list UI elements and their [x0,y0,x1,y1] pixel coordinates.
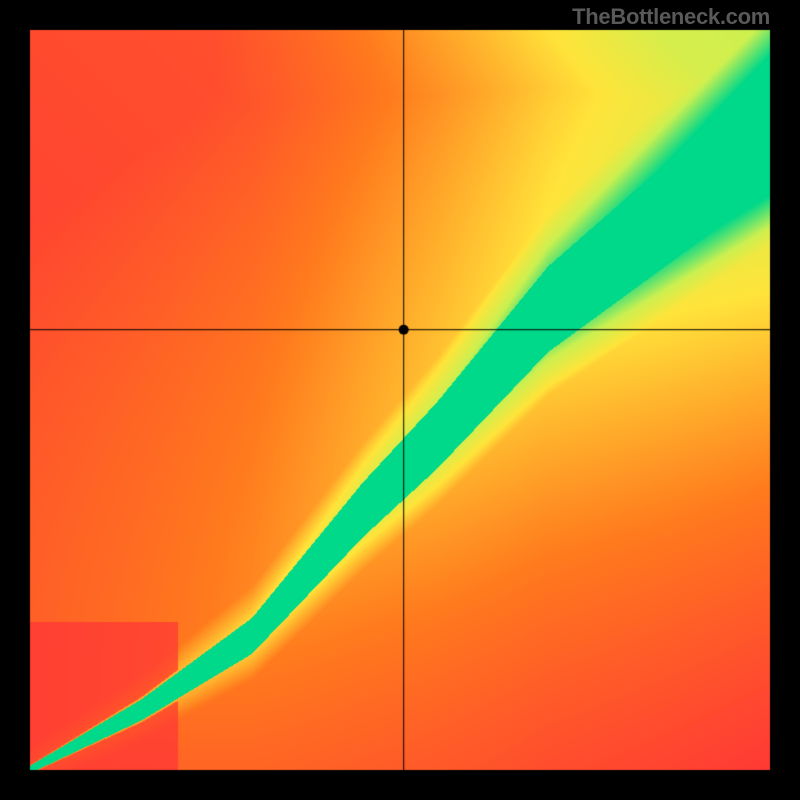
bottleneck-heatmap [0,0,800,800]
watermark-text: TheBottleneck.com [572,4,770,30]
chart-container: TheBottleneck.com [0,0,800,800]
